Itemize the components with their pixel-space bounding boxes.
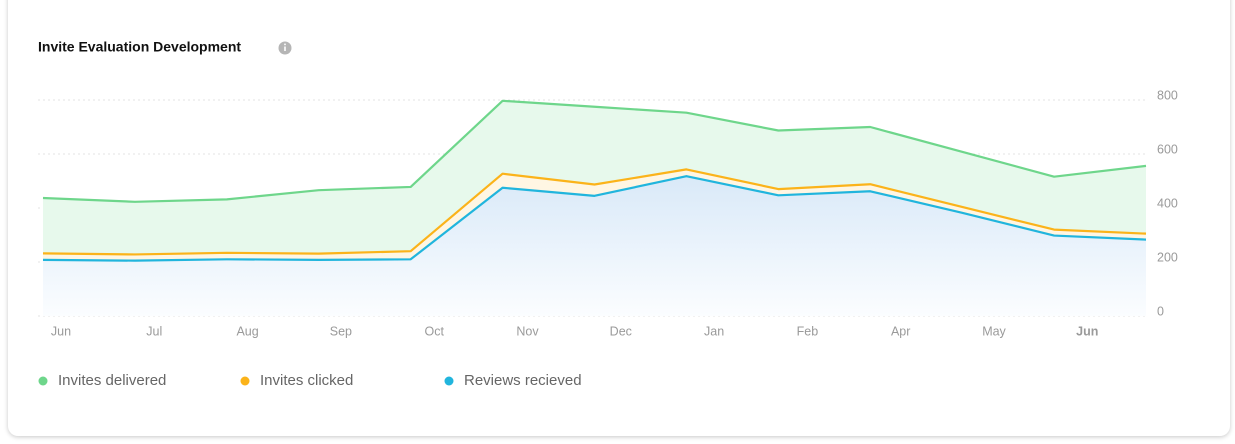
x-tick-label: May: [982, 324, 1006, 338]
x-tick-label: Jun: [1076, 324, 1098, 338]
y-tick-label: 0: [1157, 304, 1164, 318]
series-line: [42, 99, 1147, 203]
y-tick-label: 600: [1157, 142, 1178, 156]
x-tick-label: Dec: [610, 324, 632, 338]
legend-marker: [444, 376, 454, 386]
x-tick-label: Sep: [330, 324, 352, 338]
x-tick-label: Feb: [797, 324, 819, 338]
x-tick-label: Jun: [51, 324, 71, 338]
x-tick-label: Apr: [891, 324, 910, 338]
chart-title: Invite Evaluation Development: [38, 39, 241, 55]
x-tick-label: Aug: [236, 324, 258, 338]
x-tick-label: Jul: [146, 324, 162, 338]
x-tick-label: Oct: [424, 324, 444, 338]
legend-marker: [240, 376, 250, 386]
legend-label: Invites delivered: [58, 372, 166, 389]
y-tick-label: 800: [1157, 88, 1178, 102]
y-tick-label: 200: [1157, 250, 1178, 264]
x-tick-label: Jan: [704, 324, 724, 338]
series-line: [42, 175, 1147, 262]
legend-label: Reviews recieved: [464, 372, 582, 389]
info-icon[interactable]: [278, 41, 292, 55]
series-line: [42, 168, 1147, 256]
legend-marker: [38, 376, 48, 386]
x-tick-label: Nov: [516, 324, 539, 338]
series-area: [43, 176, 1146, 316]
y-tick-label: 400: [1157, 196, 1178, 210]
legend-label: Invites clicked: [260, 372, 353, 389]
